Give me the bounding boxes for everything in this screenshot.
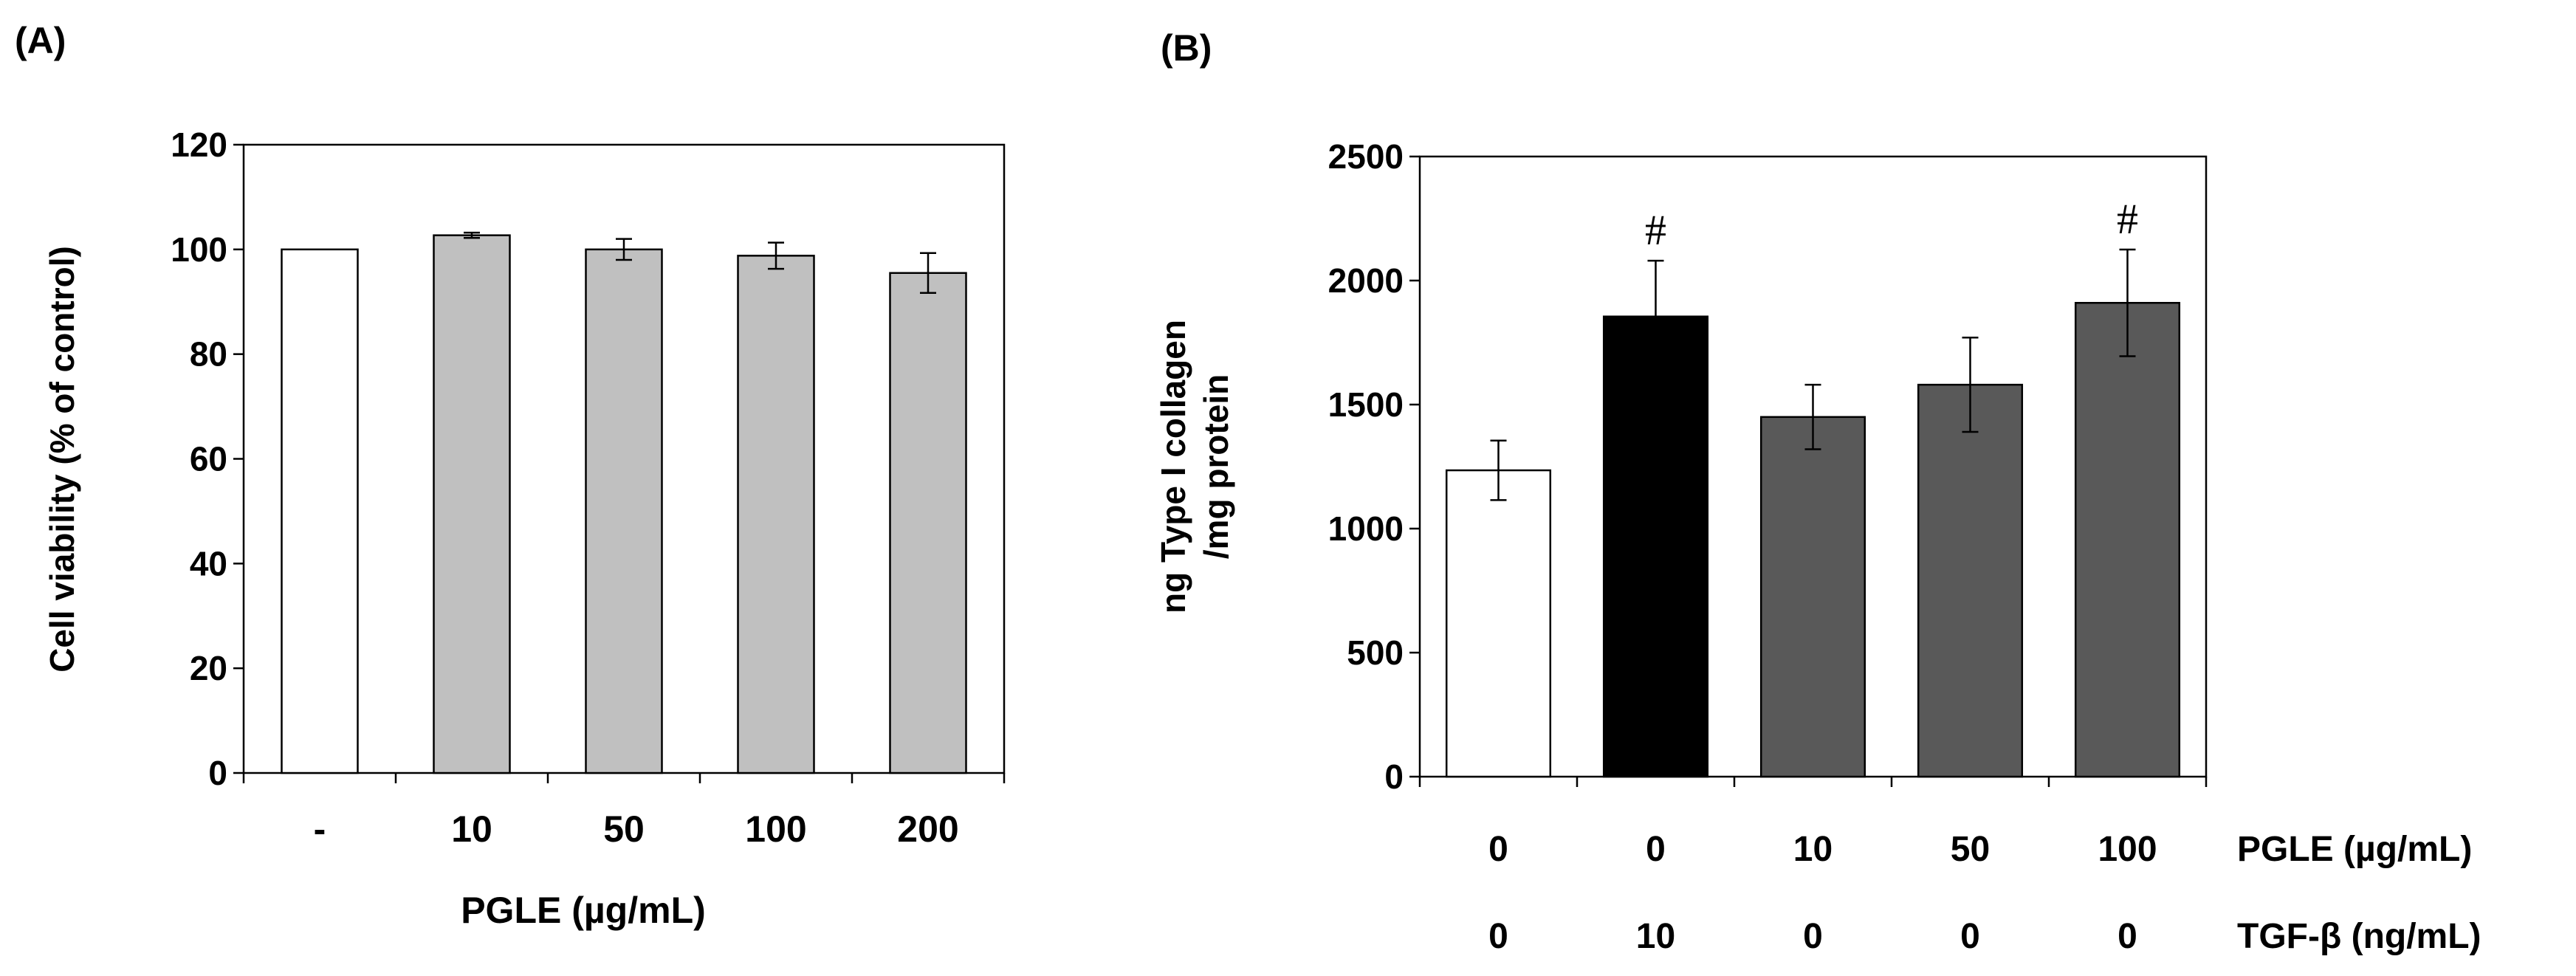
panel-a-bar (585, 248, 663, 774)
panel-a-y-tick-label: 80 (190, 335, 227, 374)
panel-b-y-tick-label: 0 (1384, 757, 1404, 796)
panel-a-label: (A) (15, 20, 66, 61)
panel-b-label: (B) (1161, 27, 1212, 69)
panel-b: (B) ng Type I collagen /mg protein PGLE … (1154, 27, 2481, 956)
panel-b-row-0-value: 0 (1646, 830, 1666, 869)
panel-a-bar (281, 248, 359, 774)
panel-a-category-label: 50 (603, 808, 645, 850)
panel-a-bar (889, 272, 967, 774)
panel-a-y-tick-label: 0 (208, 754, 227, 792)
panel-b-y-axis-label-line-1: ng Type I collagen (1154, 320, 1192, 614)
panel-b-y-tick-label: 1000 (1328, 509, 1404, 548)
panel-b-row-1-value: 0 (1803, 917, 1823, 956)
panel-a-bar (737, 255, 815, 774)
panel-b-row-1-value: 10 (1636, 917, 1675, 956)
panel-b-y-tick-label: 1500 (1328, 385, 1404, 424)
panel-b-row-1-value: 0 (2118, 917, 2137, 956)
panel-b-row-label-pgle: PGLE (µg/mL) (2237, 830, 2472, 869)
panel-b-bar (1759, 416, 1866, 778)
panel-a-category-label: 10 (451, 808, 492, 850)
panel-b-row-0-value: 0 (1488, 830, 1508, 869)
panel-b-row-label-tgf: TGF-β (ng/mL) (2237, 917, 2481, 956)
panel-a-x-axis-label: PGLE (µg/mL) (461, 890, 706, 931)
panel-b-y-tick-label: 2000 (1328, 261, 1404, 300)
panel-a-category-label: 100 (745, 808, 806, 850)
panel-a-y-tick-label: 60 (190, 440, 227, 478)
panel-a-y-tick-label: 20 (190, 649, 227, 687)
panel-b-row-0-value: 100 (2098, 830, 2157, 869)
panel-b-y-tick-label: 2500 (1328, 137, 1404, 176)
panel-b-bar (1602, 315, 1709, 778)
panel-b-row-0-value: 10 (1793, 830, 1833, 869)
panel-b-y-tick-label: 500 (1347, 633, 1404, 672)
panel-a-bar (433, 234, 511, 774)
panel-b-significance-mark: # (1645, 206, 1666, 254)
panel-a-y-tick-label: 100 (171, 230, 227, 269)
panel-a-category-label: 200 (897, 808, 958, 850)
panel-b-bar (1445, 469, 1552, 778)
panel-b-bar (2074, 301, 2181, 778)
panel-b-row-0-value: 50 (1951, 830, 1990, 869)
panel-a-y-tick-label: 40 (190, 544, 227, 582)
panel-a-y-axis-label: Cell viability (% of control) (43, 246, 81, 673)
panel-b-y-axis-label-line-2: /mg protein (1197, 374, 1235, 559)
panel-a-category-label: - (314, 808, 326, 850)
panel-a: (A) Cell viability (% of control) PGLE (… (15, 20, 1006, 931)
panel-a-y-tick-label: 120 (171, 126, 227, 164)
panel-b-significance-mark: # (2117, 195, 2138, 243)
panel-b-row-1-value: 0 (1488, 917, 1508, 956)
panel-b-bar (1917, 383, 2024, 778)
panel-b-row-1-value: 0 (1960, 917, 1980, 956)
